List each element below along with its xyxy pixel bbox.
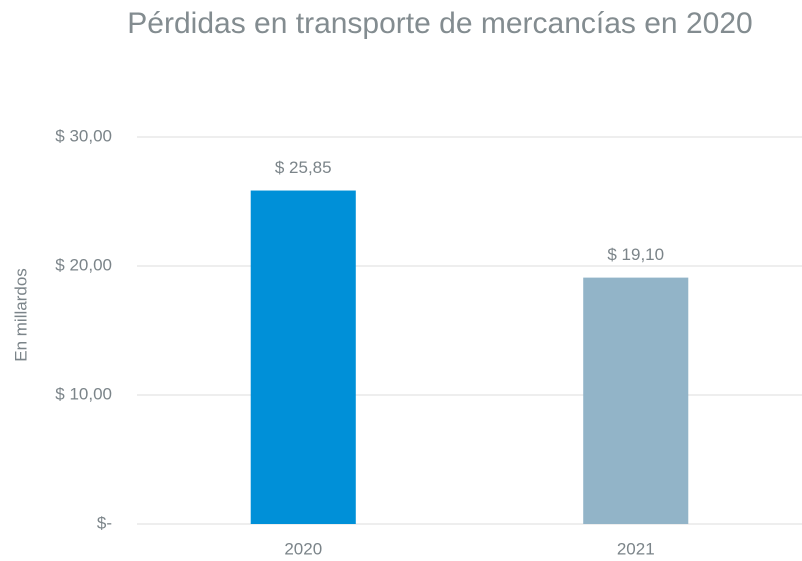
x-tick-label: 2020 — [284, 539, 322, 558]
data-label: $ 19,10 — [607, 245, 664, 264]
data-label: $ 25,85 — [275, 158, 332, 177]
chart-title: Pérdidas en transporte de mercancías en … — [127, 7, 752, 40]
y-tick-label: $ 10,00 — [55, 384, 112, 403]
y-tick-label: $ 30,00 — [55, 126, 112, 145]
x-tick-label: 2021 — [617, 539, 655, 558]
y-tick-label: $ 20,00 — [55, 255, 112, 274]
bar — [250, 190, 356, 524]
y-tick-label: $- — [97, 513, 112, 532]
bar — [583, 277, 689, 524]
y-axis-label: En millardos — [11, 268, 30, 362]
